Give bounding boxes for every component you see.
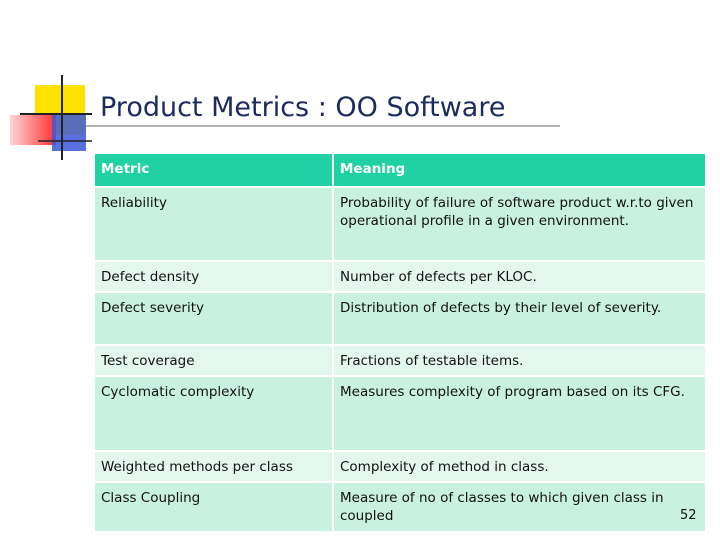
table-cell: Defect density bbox=[93, 260, 334, 293]
table-cell: Probability of failure of software produ… bbox=[332, 186, 707, 262]
table-cell: Fractions of testable items. bbox=[332, 344, 707, 377]
table-cell: Weighted methods per class bbox=[93, 450, 334, 483]
table-cell: Defect severity bbox=[93, 291, 334, 346]
metrics-table: Metric Meaning Reliability Probability of … bbox=[93, 152, 707, 533]
blue-square bbox=[52, 115, 86, 151]
table-cell: Complexity of method in class. bbox=[332, 450, 707, 483]
slide-title: Product Metrics : OO Software bbox=[100, 92, 506, 123]
table-row: Test coverage Fractions of testable items… bbox=[93, 344, 707, 377]
red-rect bbox=[10, 115, 56, 145]
column-header: Meaning bbox=[332, 152, 707, 188]
table-row: Defect severity Distribution of defects b… bbox=[93, 291, 707, 346]
column-header: Metric bbox=[93, 152, 334, 188]
table-cell: Measure of no of classes to which given … bbox=[332, 481, 707, 533]
table-row: Cyclomatic complexity Measures complexity… bbox=[93, 375, 707, 452]
table-row: Reliability Probability of failure of sof… bbox=[93, 186, 707, 262]
table-row: Class Coupling Measure of no of classes t… bbox=[93, 481, 707, 533]
page-number: 52 bbox=[680, 508, 697, 523]
table-cell: Class Coupling bbox=[93, 481, 334, 533]
table-cell: Distribution of defects by their level o… bbox=[332, 291, 707, 346]
table-cell: Cyclomatic complexity bbox=[93, 375, 334, 452]
table-cell: Number of defects per KLOC. bbox=[332, 260, 707, 293]
table-row: Defect density Number of defects per KLOC… bbox=[93, 260, 707, 293]
table-cell: Test coverage bbox=[93, 344, 334, 377]
table-row: Weighted methods per class Complexity of … bbox=[93, 450, 707, 483]
table-cell: Reliability bbox=[93, 186, 334, 262]
header-row: Metric Meaning bbox=[93, 152, 707, 188]
table-cell: Measures complexity of program based on … bbox=[332, 375, 707, 452]
